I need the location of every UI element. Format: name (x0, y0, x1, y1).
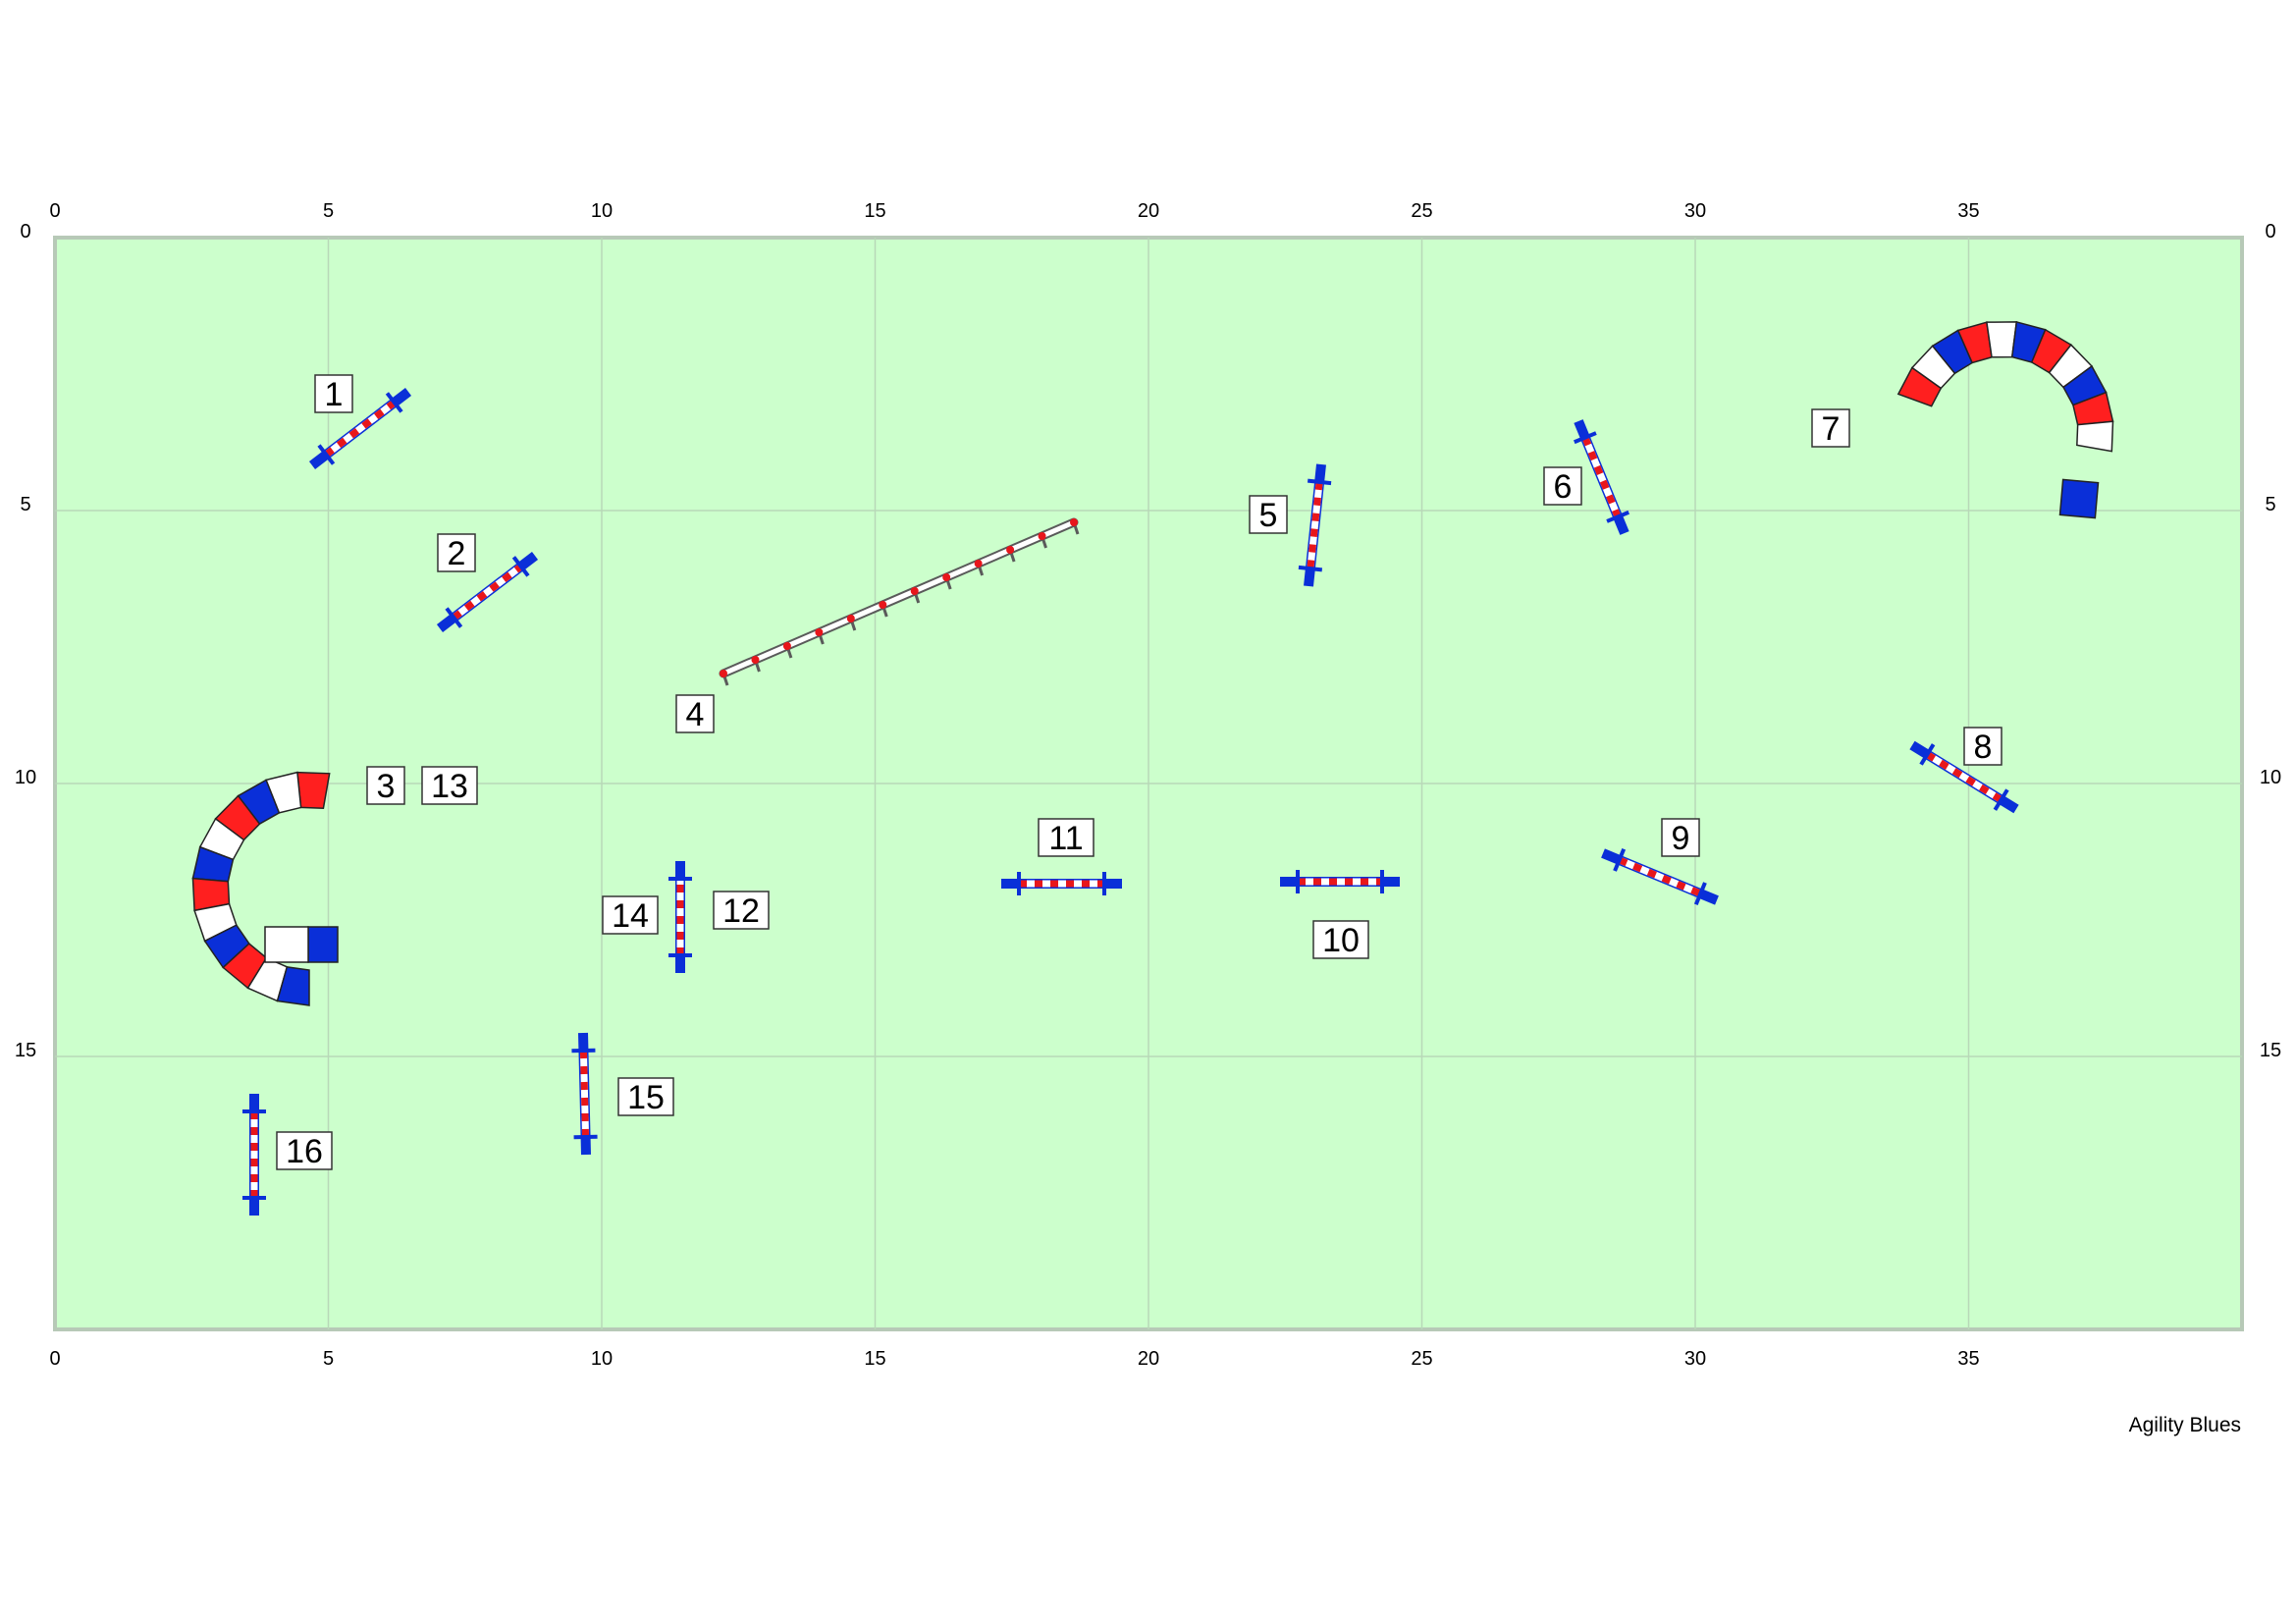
course-number: 2 (448, 535, 466, 572)
course-number-label: 11 (1038, 818, 1095, 857)
course-number-label: 14 (602, 895, 659, 935)
course-number: 14 (612, 897, 649, 935)
top-tick: 5 (323, 200, 334, 222)
course-number-label: 4 (675, 694, 715, 733)
course-number-label: 16 (276, 1131, 333, 1170)
top-tick: 35 (1957, 200, 1979, 222)
top-tick: 30 (1684, 200, 1706, 222)
dog-walk-slats (720, 518, 1080, 686)
right-tick: 10 (2260, 767, 2281, 788)
right-tick: 15 (2260, 1040, 2281, 1061)
bottom-tick: 5 (323, 1348, 334, 1370)
course-number: 5 (1259, 497, 1278, 534)
jump (1601, 848, 1719, 905)
course-number-label: 13 (421, 766, 478, 805)
jump (1909, 740, 2019, 814)
bottom-axis: 0 5 10 15 20 25 30 35 (49, 1348, 1979, 1370)
right-axis: 0 5 10 15 (2260, 221, 2281, 1061)
course-number-label: 5 (1249, 495, 1288, 534)
bottom-tick: 0 (49, 1348, 60, 1370)
course-number: 4 (686, 696, 705, 733)
jumps-layer (242, 388, 2019, 1216)
course-number: 6 (1554, 468, 1573, 506)
jump (1001, 872, 1122, 895)
right-tick: 5 (2265, 494, 2275, 515)
top-tick: 15 (864, 200, 885, 222)
jump (1280, 870, 1400, 893)
top-tick: 10 (591, 200, 613, 222)
tunnel (1896, 320, 2114, 453)
course-number: 1 (325, 376, 344, 413)
right-tick: 0 (2265, 221, 2275, 243)
course-number-label: 7 (1811, 408, 1850, 448)
top-axis: 0 5 10 15 20 25 30 35 (49, 200, 1979, 222)
bottom-tick: 20 (1138, 1348, 1159, 1370)
bottom-tick: 10 (591, 1348, 613, 1370)
course-number: 10 (1322, 922, 1360, 959)
jump (1298, 463, 1332, 587)
course-number: 3 (377, 768, 396, 805)
course-number-label: 15 (617, 1077, 674, 1116)
course-number-label: 9 (1661, 818, 1700, 857)
bottom-tick: 15 (864, 1348, 885, 1370)
jump (571, 1032, 598, 1156)
course-number-label: 6 (1543, 466, 1582, 506)
course-number: 7 (1822, 410, 1841, 448)
course-number: 9 (1672, 820, 1690, 857)
course-number-label: 12 (713, 891, 770, 930)
jump (668, 861, 692, 973)
course-number-label: 8 (1963, 727, 2002, 766)
tunnel (191, 771, 331, 1006)
course-number: 11 (1048, 820, 1083, 857)
course-number-label: 3 (366, 766, 405, 805)
bottom-tick: 25 (1411, 1348, 1432, 1370)
left-tick: 0 (20, 221, 30, 243)
credit-text: Agility Blues (2129, 1414, 2241, 1436)
jump (308, 388, 412, 469)
course-number: 16 (286, 1133, 323, 1170)
dog-walk (719, 517, 1080, 686)
jump (436, 552, 539, 632)
bottom-tick: 30 (1684, 1348, 1706, 1370)
top-tick: 0 (49, 200, 60, 222)
course-number-label: 1 (314, 374, 353, 413)
tunnels-layer (191, 320, 2114, 1006)
course-number-label: 10 (1312, 920, 1369, 959)
bottom-tick: 35 (1957, 1348, 1979, 1370)
course-number-label: 2 (437, 533, 476, 572)
top-tick: 25 (1411, 200, 1432, 222)
course-number: 12 (722, 892, 760, 930)
course-number: 13 (431, 768, 468, 805)
left-axis: 0 5 10 15 (15, 221, 36, 1061)
top-tick: 20 (1138, 200, 1159, 222)
left-tick: 10 (15, 767, 36, 788)
left-tick: 15 (15, 1040, 36, 1061)
jump (1574, 419, 1629, 535)
jump (242, 1094, 266, 1216)
course-number: 15 (627, 1079, 665, 1116)
left-tick: 5 (20, 494, 30, 515)
course-number: 8 (1974, 729, 1993, 766)
